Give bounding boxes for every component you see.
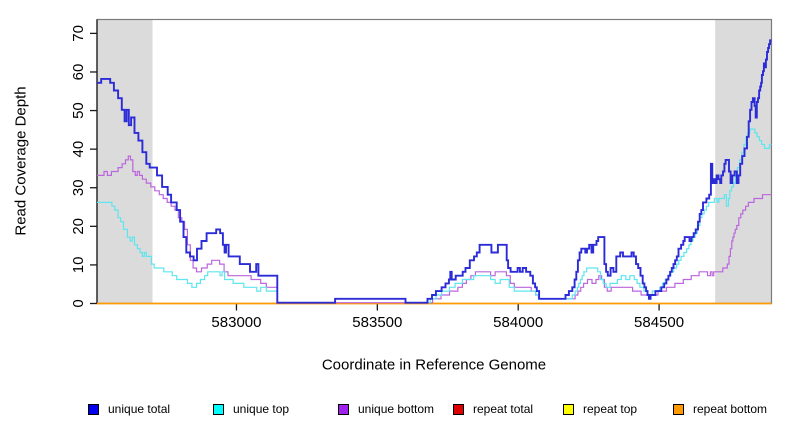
legend: unique total unique top unique bottom re… — [0, 401, 792, 421]
legend-item-unique-bottom: unique bottom — [338, 401, 434, 417]
legend-swatch-icon — [673, 403, 684, 415]
legend-item-repeat-bottom: repeat bottom — [673, 401, 767, 417]
y-tick-label: 30 — [70, 179, 87, 196]
x-tick-label: 583500 — [352, 314, 402, 331]
x-tick-label: 583000 — [211, 314, 261, 331]
y-axis-title: Read Coverage Depth — [12, 86, 30, 236]
legend-label: unique bottom — [358, 402, 435, 416]
x-axis-title: Coordinate in Reference Genome — [321, 356, 547, 374]
x-tick-label: 584500 — [634, 314, 684, 331]
legend-swatch-icon — [213, 403, 224, 415]
y-tick-label: 60 — [70, 64, 87, 81]
y-tick-label: 50 — [70, 102, 87, 119]
legend-label: repeat top — [583, 402, 638, 416]
y-tick-label: 0 — [70, 299, 87, 307]
legend-swatch-icon — [338, 403, 349, 415]
series-path-unique-bottom — [97, 155, 772, 304]
legend-swatch-icon — [453, 403, 464, 415]
y-tick-label: 20 — [70, 218, 87, 235]
legend-item-repeat-total: repeat total — [453, 401, 533, 417]
plot-frame — [96, 18, 773, 305]
legend-item-unique-total: unique total — [88, 401, 170, 417]
shaded-region — [715, 19, 772, 304]
coverage-chart-svg: 0 10 20 30 40 50 60 70 583000 583500 584000 584500 — [70, 18, 773, 331]
legend-item-unique-top: unique top — [213, 401, 289, 417]
legend-label: unique total — [108, 402, 171, 416]
y-tick-label: 40 — [70, 141, 87, 158]
x-tick-label: 584000 — [493, 314, 543, 331]
legend-label: unique top — [233, 402, 290, 416]
legend-swatch-icon — [563, 403, 574, 415]
legend-label: repeat bottom — [693, 402, 768, 416]
y-tick-label: 70 — [70, 25, 87, 42]
legend-item-repeat-top: repeat top — [563, 401, 637, 417]
series-path-unique-top — [97, 128, 772, 304]
series-path-unique-total — [97, 39, 772, 304]
y-tick-label: 10 — [70, 257, 87, 274]
legend-swatch-icon — [88, 403, 99, 415]
legend-label: repeat total — [473, 402, 534, 416]
shaded-region — [97, 19, 153, 304]
